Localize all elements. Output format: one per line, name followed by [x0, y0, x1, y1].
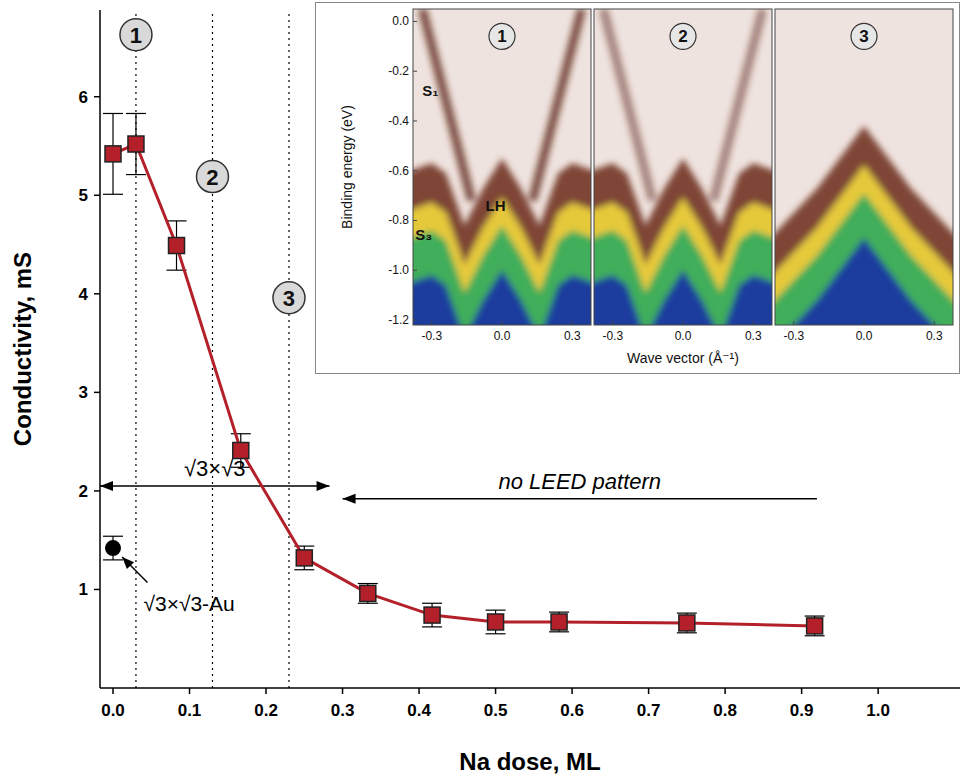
svg-text:0.2: 0.2: [254, 701, 278, 720]
svg-text:2: 2: [678, 27, 687, 46]
svg-text:3: 3: [79, 383, 88, 402]
svg-text:0.3: 0.3: [331, 701, 355, 720]
svg-text:1.0: 1.0: [866, 701, 890, 720]
svg-text:5: 5: [79, 186, 88, 205]
svg-text:√3×√3: √3×√3: [184, 456, 245, 481]
svg-text:0.6: 0.6: [560, 701, 584, 720]
svg-text:0.3: 0.3: [564, 329, 581, 343]
svg-text:2: 2: [206, 165, 218, 190]
svg-text:Conductivity, mS: Conductivity, mS: [9, 252, 36, 446]
svg-text:-1.2: -1.2: [388, 313, 409, 327]
svg-text:4: 4: [79, 285, 89, 304]
svg-text:0.0: 0.0: [675, 329, 692, 343]
svg-text:1: 1: [79, 580, 88, 599]
svg-text:-0.3: -0.3: [602, 329, 623, 343]
svg-text:-0.2: -0.2: [388, 64, 409, 78]
svg-text:0.0: 0.0: [494, 329, 511, 343]
svg-text:no LEED pattern: no LEED pattern: [498, 469, 661, 494]
svg-text:-0.3: -0.3: [421, 329, 442, 343]
svg-text:3: 3: [859, 27, 868, 46]
svg-text:0.8: 0.8: [713, 701, 737, 720]
svg-text:Wave vector (Å⁻¹): Wave vector (Å⁻¹): [627, 350, 739, 366]
svg-text:0.5: 0.5: [484, 701, 508, 720]
svg-text:-0.3: -0.3: [783, 329, 804, 343]
svg-text:3: 3: [283, 286, 295, 311]
svg-text:1: 1: [497, 27, 506, 46]
svg-text:0.1: 0.1: [178, 701, 202, 720]
svg-text:0.3: 0.3: [745, 329, 762, 343]
svg-text:0.0: 0.0: [101, 701, 125, 720]
svg-text:0.0: 0.0: [856, 329, 873, 343]
svg-text:0.0: 0.0: [392, 14, 409, 28]
svg-text:√3×√3-Au: √3×√3-Au: [143, 592, 234, 615]
svg-text:0.4: 0.4: [407, 701, 431, 720]
svg-text:S₁: S₁: [422, 82, 438, 99]
svg-text:S₃: S₃: [415, 226, 432, 243]
svg-text:6: 6: [79, 88, 88, 107]
svg-text:Binding energy (eV): Binding energy (eV): [339, 105, 355, 229]
svg-text:1: 1: [130, 23, 142, 48]
svg-text:0.7: 0.7: [637, 701, 661, 720]
svg-text:-0.4: -0.4: [388, 114, 409, 128]
svg-text:2: 2: [79, 482, 88, 501]
svg-text:-0.6: -0.6: [388, 164, 409, 178]
svg-text:-1.0: -1.0: [388, 263, 409, 277]
svg-text:-0.8: -0.8: [388, 213, 409, 227]
svg-text:0.9: 0.9: [790, 701, 814, 720]
svg-text:LH: LH: [486, 197, 506, 214]
svg-text:Na dose, ML: Na dose, ML: [459, 748, 600, 775]
svg-text:0.3: 0.3: [926, 329, 943, 343]
